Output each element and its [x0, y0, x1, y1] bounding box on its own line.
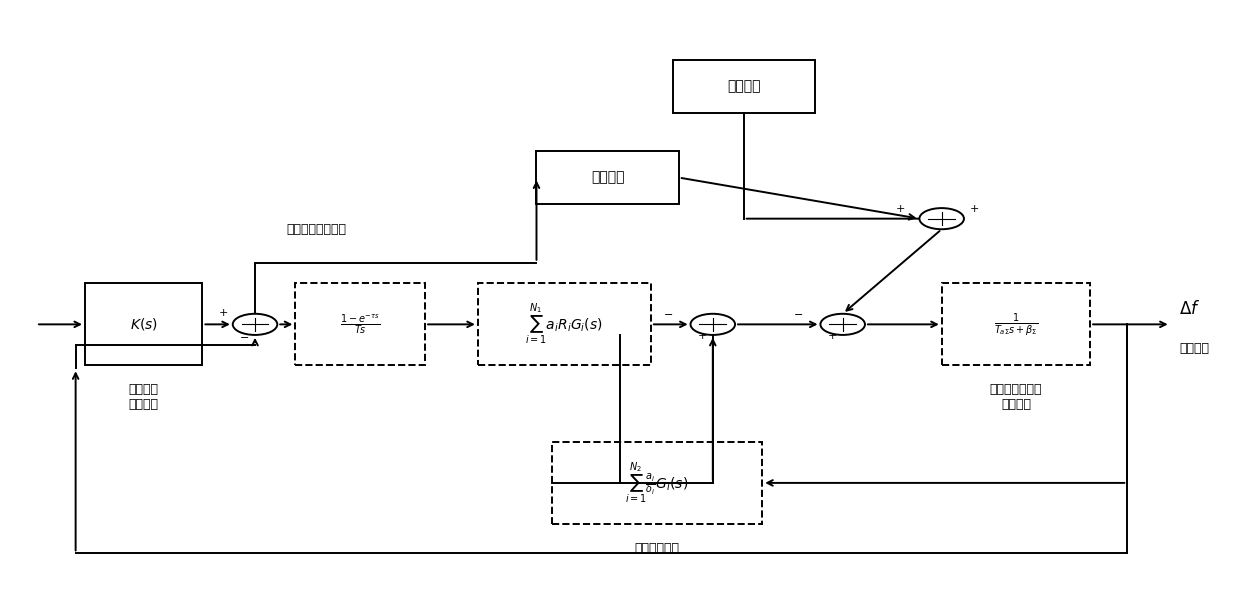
FancyBboxPatch shape — [477, 283, 651, 365]
Text: 随机负荷: 随机负荷 — [727, 80, 760, 94]
Text: $\frac{1-e^{-\tau s}}{Ts}$: $\frac{1-e^{-\tau s}}{Ts}$ — [340, 313, 381, 336]
Text: $\sum_{i=1}^{N_2} \frac{a_i}{\delta_i} G_i(s)$: $\sum_{i=1}^{N_2} \frac{a_i}{\delta_i} G… — [625, 460, 688, 506]
Text: $-$: $-$ — [663, 307, 673, 317]
Text: 二次调频前馈调节: 二次调频前馈调节 — [286, 223, 346, 236]
FancyBboxPatch shape — [537, 151, 678, 204]
Circle shape — [233, 314, 278, 335]
Text: $\sum_{i=1}^{N_1} a_i R_i G_i(s)$: $\sum_{i=1}^{N_1} a_i R_i G_i(s)$ — [526, 301, 603, 347]
Text: 一次调频调节: 一次调频调节 — [635, 542, 680, 555]
FancyBboxPatch shape — [295, 283, 425, 365]
Text: 基础负荷: 基础负荷 — [591, 171, 625, 185]
FancyBboxPatch shape — [552, 442, 763, 524]
Text: $+$: $+$ — [968, 202, 980, 214]
Text: $+$: $+$ — [895, 202, 905, 214]
Text: $+$: $+$ — [827, 330, 837, 341]
FancyBboxPatch shape — [84, 283, 202, 365]
Circle shape — [691, 314, 735, 335]
Text: $\Delta f$: $\Delta f$ — [1179, 300, 1200, 319]
Text: $K(s)$: $K(s)$ — [130, 316, 157, 332]
FancyBboxPatch shape — [941, 283, 1090, 365]
Circle shape — [821, 314, 866, 335]
Text: $+$: $+$ — [218, 307, 228, 317]
Text: $+$: $+$ — [697, 330, 707, 341]
Text: 频率偏差: 频率偏差 — [1179, 342, 1209, 355]
Text: 二次调频
反馈调节: 二次调频 反馈调节 — [129, 383, 159, 411]
Text: 转动惯量与负荷
频率特性: 转动惯量与负荷 频率特性 — [990, 383, 1042, 411]
Circle shape — [919, 208, 963, 230]
Text: $\frac{1}{T_{a\Sigma}s+\beta_{\Sigma}}$: $\frac{1}{T_{a\Sigma}s+\beta_{\Sigma}}$ — [993, 311, 1038, 338]
Text: $-$: $-$ — [794, 307, 804, 317]
FancyBboxPatch shape — [672, 60, 815, 113]
Text: $-$: $-$ — [239, 331, 249, 341]
